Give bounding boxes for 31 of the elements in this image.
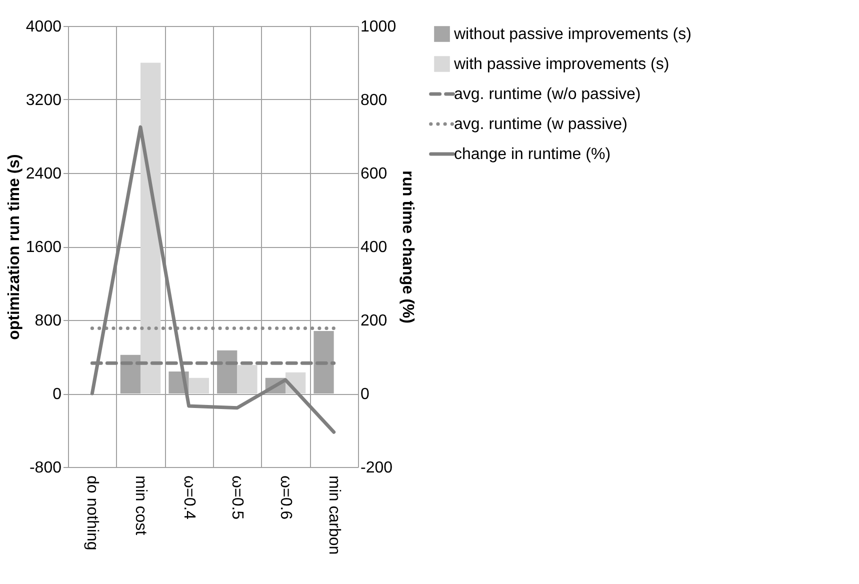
y-tick-label: 800 <box>34 312 62 330</box>
y2-axis-title: run time change (%) <box>399 170 416 324</box>
legend-label: with passive improvements (s) <box>453 56 670 73</box>
y2-tick-label: 800 <box>360 92 388 109</box>
y-tick-label: 0 <box>52 386 62 403</box>
x-tick-label: ω=0.5 <box>228 476 246 520</box>
y-tick-label: 4000 <box>26 18 62 36</box>
x-tick-label: min cost <box>132 476 149 536</box>
legend-label: without passive improvements (s) <box>453 26 692 43</box>
bar <box>237 365 258 394</box>
legend-label: avg. runtime (w passive) <box>454 116 628 133</box>
y2-tick-label: -200 <box>360 460 393 476</box>
x-tick-label: do nothing <box>84 476 101 550</box>
y2-tick-label: 600 <box>360 166 388 182</box>
legend-label: change in runtime (%) <box>454 146 611 163</box>
x-tick-label: min carbon <box>325 476 342 555</box>
y-tick-label: -800 <box>29 460 62 476</box>
y-tick-label: 2400 <box>26 166 62 182</box>
bar <box>188 378 209 394</box>
y-tick-label: 3200 <box>26 92 62 109</box>
y2-tick-label: 1000 <box>360 18 396 36</box>
x-tick-label: ω=0.4 <box>180 476 198 520</box>
y2-tick-label: 200 <box>360 312 388 330</box>
x-tick-label: ω=0.6 <box>277 476 294 520</box>
legend-label: avg. runtime (w/o passive) <box>454 86 641 103</box>
y2-tick-label: 400 <box>360 239 388 256</box>
bar <box>140 62 161 394</box>
line-series <box>90 125 336 434</box>
y-axis-title: optimization run time (s) <box>6 154 23 340</box>
y-tick-label: 1600 <box>26 239 62 256</box>
y2-tick-label: 0 <box>360 386 370 403</box>
